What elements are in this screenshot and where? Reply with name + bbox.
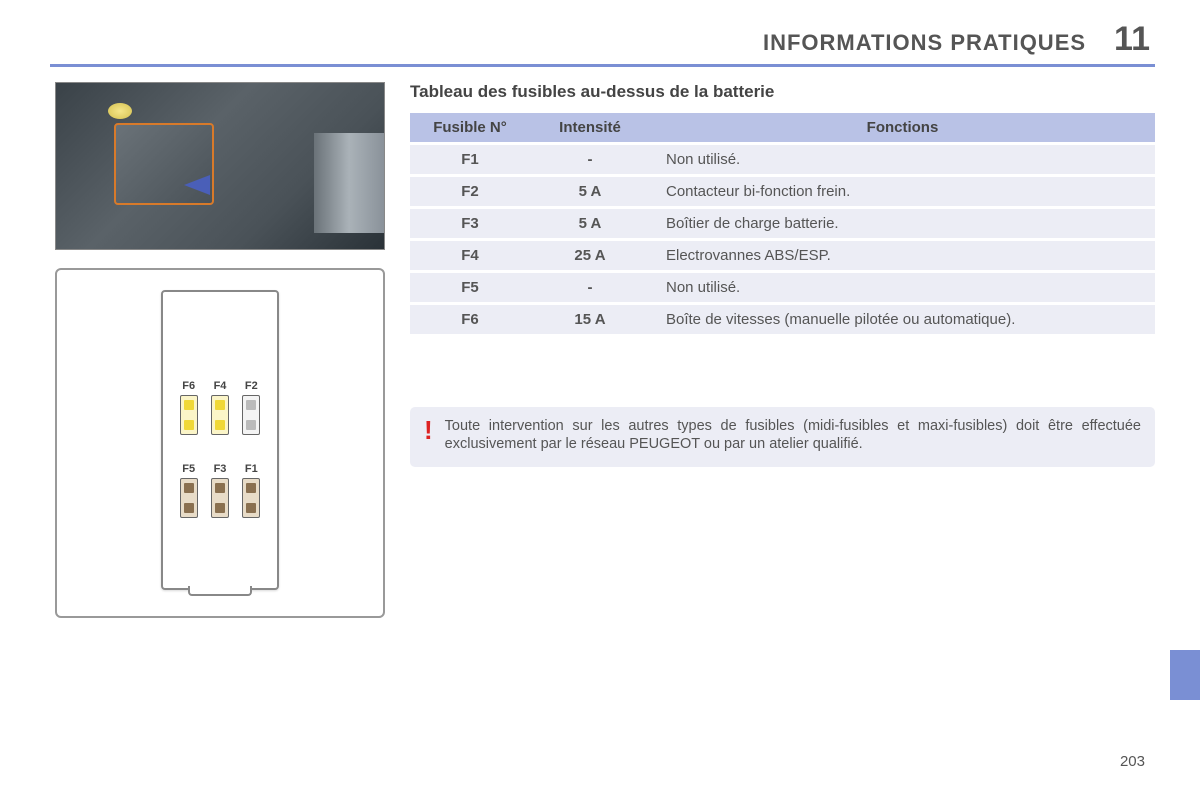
fuse-icon (242, 395, 260, 435)
fuse-slot: F6 (173, 380, 204, 435)
cell-rating: - (530, 145, 650, 174)
cell-fuse: F2 (410, 177, 530, 206)
page-number: 203 (1120, 753, 1145, 770)
cell-function: Non utilisé. (650, 145, 1155, 174)
fuse-label: F3 (214, 463, 227, 475)
cell-rating: - (530, 273, 650, 302)
warning-text: Toute intervention sur les autres types … (445, 417, 1141, 453)
cell-fuse: F3 (410, 209, 530, 238)
fuse-module: F6 F4 F2 F5 F3 F1 (161, 290, 279, 590)
oil-cap-icon (108, 103, 132, 119)
edge-tab (1170, 650, 1200, 700)
cell-rating: 25 A (530, 241, 650, 270)
cell-fuse: F6 (410, 305, 530, 334)
fuse-label: F5 (182, 463, 195, 475)
content: F6 F4 F2 F5 F3 F1 Tableau des fusibles au-des… (0, 67, 1200, 618)
fuse-slot: F2 (236, 380, 267, 435)
fuse-slot: F4 (204, 380, 235, 435)
fuse-icon (180, 395, 198, 435)
fuse-label: F1 (245, 463, 258, 475)
cell-rating: 5 A (530, 177, 650, 206)
fuse-icon (211, 478, 229, 518)
cell-rating: 5 A (530, 209, 650, 238)
fuse-icon (242, 478, 260, 518)
fuse-slot: F1 (236, 463, 267, 518)
cell-function: Electrovannes ABS/ESP. (650, 241, 1155, 270)
fuse-label: F6 (182, 380, 195, 392)
table-row: F615 ABoîte de vitesses (manuelle piloté… (410, 305, 1155, 334)
chapter-number: 11 (1114, 20, 1150, 59)
col-rating: Intensité (530, 113, 650, 142)
fuse-icon (180, 478, 198, 518)
table-row: F5-Non utilisé. (410, 273, 1155, 302)
right-column: Tableau des fusibles au-dessus de la bat… (410, 82, 1155, 618)
fuse-label: F2 (245, 380, 258, 392)
table-row: F425 AElectrovannes ABS/ESP. (410, 241, 1155, 270)
fuse-table: Fusible N° Intensité Fonctions F1-Non ut… (410, 110, 1155, 337)
table-row: F35 ABoîtier de charge batterie. (410, 209, 1155, 238)
fuse-slot: F5 (173, 463, 204, 518)
cell-fuse: F5 (410, 273, 530, 302)
col-fuse: Fusible N° (410, 113, 530, 142)
headlight-icon (314, 133, 384, 233)
section-title: Tableau des fusibles au-dessus de la bat… (410, 82, 1155, 102)
left-column: F6 F4 F2 F5 F3 F1 (55, 82, 385, 618)
engine-photo (55, 82, 385, 250)
cell-rating: 15 A (530, 305, 650, 334)
table-header-row: Fusible N° Intensité Fonctions (410, 113, 1155, 142)
cell-function: Contacteur bi-fonction frein. (650, 177, 1155, 206)
cell-function: Boîte de vitesses (manuelle pilotée ou a… (650, 305, 1155, 334)
warning-box: ! Toute intervention sur les autres type… (410, 407, 1155, 467)
warning-icon: ! (424, 417, 433, 443)
table-row: F1-Non utilisé. (410, 145, 1155, 174)
fuse-diagram: F6 F4 F2 F5 F3 F1 (55, 268, 385, 618)
cell-function: Non utilisé. (650, 273, 1155, 302)
cell-fuse: F1 (410, 145, 530, 174)
cell-function: Boîtier de charge batterie. (650, 209, 1155, 238)
table-row: F25 AContacteur bi-fonction frein. (410, 177, 1155, 206)
arrow-icon (184, 175, 210, 195)
fuse-grid: F6 F4 F2 F5 F3 F1 (163, 380, 277, 518)
fuse-label: F4 (214, 380, 227, 392)
page-header: INFORMATIONS PRATIQUES 11 (0, 0, 1200, 64)
col-function: Fonctions (650, 113, 1155, 142)
cell-fuse: F4 (410, 241, 530, 270)
fuse-icon (211, 395, 229, 435)
fuse-slot: F3 (204, 463, 235, 518)
header-title: INFORMATIONS PRATIQUES (763, 30, 1086, 56)
